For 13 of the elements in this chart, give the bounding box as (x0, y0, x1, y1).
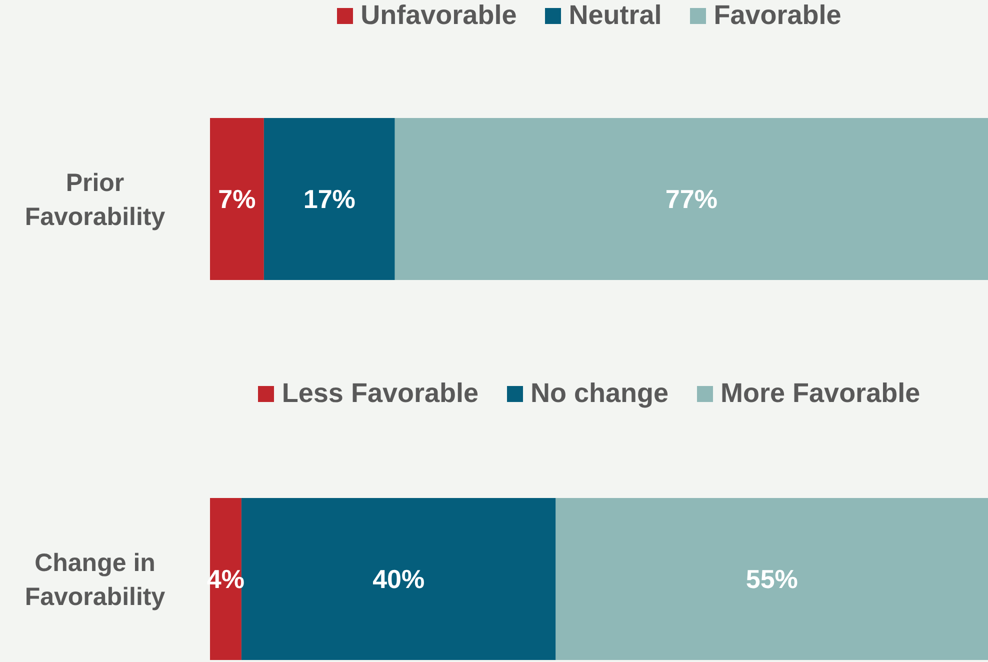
data-label: 17% (303, 184, 356, 214)
data-label: 77% (665, 184, 718, 214)
legend-label: Favorable (712, 0, 842, 31)
y-tick-label: Change in Favorability (24, 549, 166, 611)
data-label: 55% (746, 564, 798, 594)
legend-label: No change (530, 378, 669, 409)
data-label: 40% (372, 564, 425, 594)
y-tick-label: Prior Favorability (24, 169, 166, 231)
legend-label: Neutral (568, 0, 662, 31)
legend-label: Unfavorable (360, 0, 517, 31)
data-label: 7% (218, 184, 256, 214)
legend-label: Less Favorable (280, 378, 478, 409)
legend-label: More Favorable (720, 378, 920, 409)
